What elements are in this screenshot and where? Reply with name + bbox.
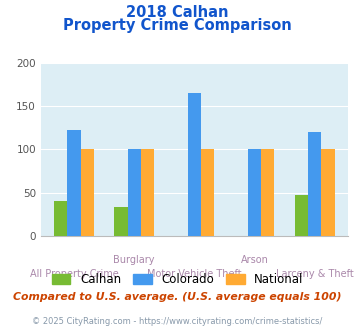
Bar	[321, 149, 335, 236]
Text: 2018 Calhan: 2018 Calhan	[126, 5, 229, 20]
Bar	[248, 149, 261, 236]
Text: Motor Vehicle Theft: Motor Vehicle Theft	[147, 269, 242, 279]
Text: Compared to U.S. average. (U.S. average equals 100): Compared to U.S. average. (U.S. average …	[13, 292, 342, 302]
Bar	[308, 132, 321, 236]
Text: All Property Crime: All Property Crime	[29, 269, 118, 279]
Bar	[201, 149, 214, 236]
Bar	[188, 93, 201, 236]
Legend: Calhan, Colorado, National: Calhan, Colorado, National	[47, 268, 308, 291]
Bar	[67, 130, 81, 236]
Bar	[54, 201, 67, 236]
Text: Property Crime Comparison: Property Crime Comparison	[63, 18, 292, 33]
Bar	[295, 195, 308, 236]
Bar	[141, 149, 154, 236]
Bar	[261, 149, 274, 236]
Text: Arson: Arson	[241, 255, 268, 265]
Text: © 2025 CityRating.com - https://www.cityrating.com/crime-statistics/: © 2025 CityRating.com - https://www.city…	[32, 317, 323, 326]
Bar	[127, 149, 141, 236]
Text: Burglary: Burglary	[113, 255, 155, 265]
Text: Larceny & Theft: Larceny & Theft	[276, 269, 354, 279]
Bar	[81, 149, 94, 236]
Bar	[114, 207, 127, 236]
